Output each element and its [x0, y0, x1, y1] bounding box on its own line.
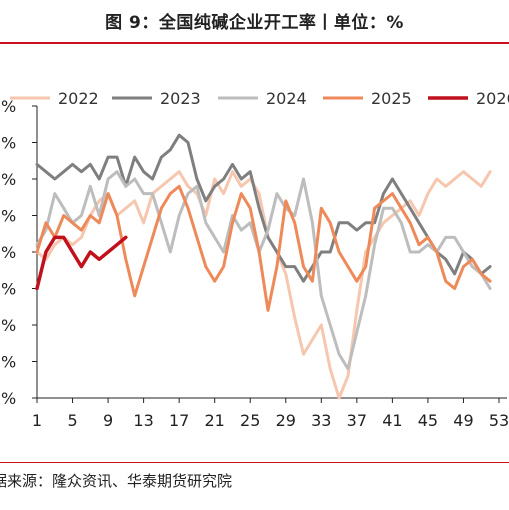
source-divider: [0, 462, 509, 463]
y-tick-label: %: [1, 170, 16, 189]
legend-label-2022: 2022: [58, 89, 99, 108]
x-tick-label: 25: [240, 411, 260, 430]
y-tick-label: %: [1, 389, 16, 408]
chart-title: 图 9：全国纯碱企业开工率丨单位：%: [105, 13, 404, 33]
x-tick-label: 33: [311, 411, 331, 430]
x-tick-label: 37: [347, 411, 367, 430]
x-tick-label: 45: [418, 411, 438, 430]
y-tick-label: %: [1, 280, 16, 299]
series-lines: [35, 133, 492, 400]
series-line-2023: [35, 133, 492, 283]
y-tick-label: %: [1, 134, 16, 153]
x-tick-label: 49: [453, 411, 473, 430]
legend-label-2025: 2025: [371, 89, 412, 108]
x-tick-label: 9: [103, 411, 113, 430]
x-tick-label: 41: [382, 411, 402, 430]
x-tick-label: 21: [205, 411, 225, 430]
y-tick-label: %: [1, 353, 16, 372]
legend-label-2023: 2023: [160, 89, 201, 108]
y-tick-label: %: [1, 316, 16, 335]
x-tick-label: 29: [276, 411, 296, 430]
y-tick-label: %: [1, 97, 16, 116]
legend-label-2024: 2024: [266, 89, 307, 108]
y-tick-label: %: [1, 207, 16, 226]
legend: 2022 2023 2024 2025 2026: [10, 89, 509, 108]
x-tick-label: 5: [67, 411, 77, 430]
axes: %%%%%%%%% 1 5 9 13 17 21 25 29 33 37 41 45 49 53: [1, 97, 509, 430]
y-tick-label: %: [1, 243, 16, 262]
x-tick-label: 1: [32, 411, 42, 430]
series-line-2025: [35, 184, 492, 312]
series-line-2024: [35, 170, 492, 371]
title-underline: [0, 42, 509, 44]
x-tick-label: 13: [133, 411, 153, 430]
x-tick-label: 53: [489, 411, 509, 430]
series-line-2026: [35, 235, 128, 291]
source-note: 据来源：隆众资讯、华泰期货研究院: [0, 472, 233, 490]
x-tick-label: 17: [169, 411, 189, 430]
legend-label-2026: 2026: [476, 89, 509, 108]
